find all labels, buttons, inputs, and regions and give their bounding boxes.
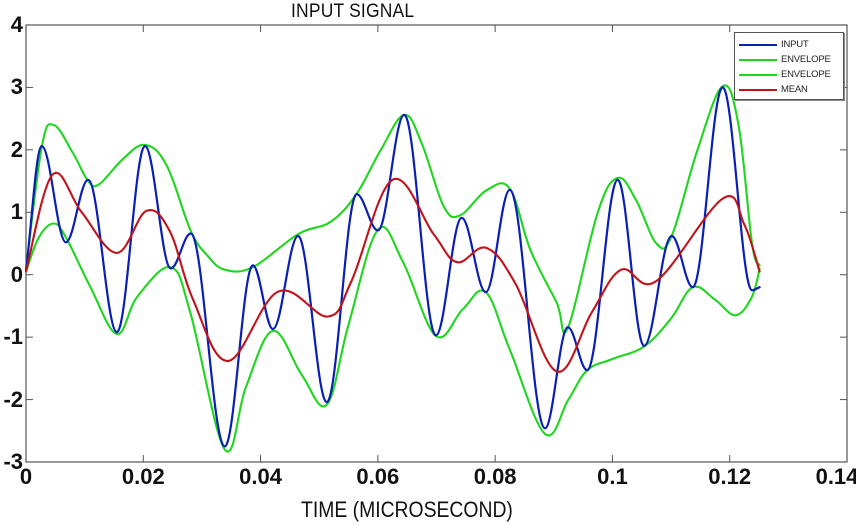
legend-swatch-envelope	[739, 58, 777, 61]
series-input	[24, 86, 761, 448]
plot-box	[25, 24, 848, 463]
series-mean	[24, 171, 761, 373]
legend-item-envelope-lower: ENVELOPE	[739, 67, 831, 82]
legend-label: ENVELOPE	[781, 69, 831, 80]
legend-swatch-input	[739, 43, 777, 46]
series-envelope-upper	[24, 84, 761, 334]
legend-item-input: INPUT	[739, 37, 809, 52]
legend-swatch-envelope	[739, 73, 777, 76]
y-tick-label: -1	[3, 324, 23, 350]
x-tick-label: 0.06	[356, 464, 400, 489]
x-tick-label: 0.08	[473, 464, 517, 489]
x-tick-label: 0.1	[597, 464, 628, 489]
chart-title-text: INPUT SIGNAL	[291, 1, 415, 22]
legend-label: INPUT	[781, 39, 809, 50]
axes-frame	[25, 24, 848, 463]
legend-label: ENVELOPE	[781, 54, 831, 65]
y-tick-label: -2	[3, 386, 23, 412]
y-tick-label: 0	[10, 261, 23, 287]
x-tick-label: 0.02	[121, 464, 165, 489]
x-tick-label: 0.12	[708, 464, 752, 489]
x-tick-label: 0.14	[815, 464, 856, 489]
y-tick-label: -3	[3, 449, 23, 474]
legend-swatch-mean	[739, 88, 777, 91]
y-tick-label: 3	[10, 74, 23, 100]
y-tick-label: 1	[10, 199, 23, 225]
x-tick-label: 0.04	[239, 464, 282, 489]
legend-item-envelope-upper: ENVELOPE	[739, 52, 831, 67]
legend: INPUT ENVELOPE ENVELOPE MEAN	[734, 32, 844, 100]
plot-series	[24, 84, 761, 453]
axis-ticks	[25, 24, 848, 463]
x-tick-label: 0	[19, 464, 33, 489]
x-axis-label-text: TIME (MICROSECOND)	[301, 497, 513, 522]
y-tick-label: 4	[10, 12, 23, 37]
legend-item-mean: MEAN	[739, 82, 808, 97]
legend-label: MEAN	[781, 84, 808, 95]
y-tick-label: 2	[10, 136, 23, 162]
